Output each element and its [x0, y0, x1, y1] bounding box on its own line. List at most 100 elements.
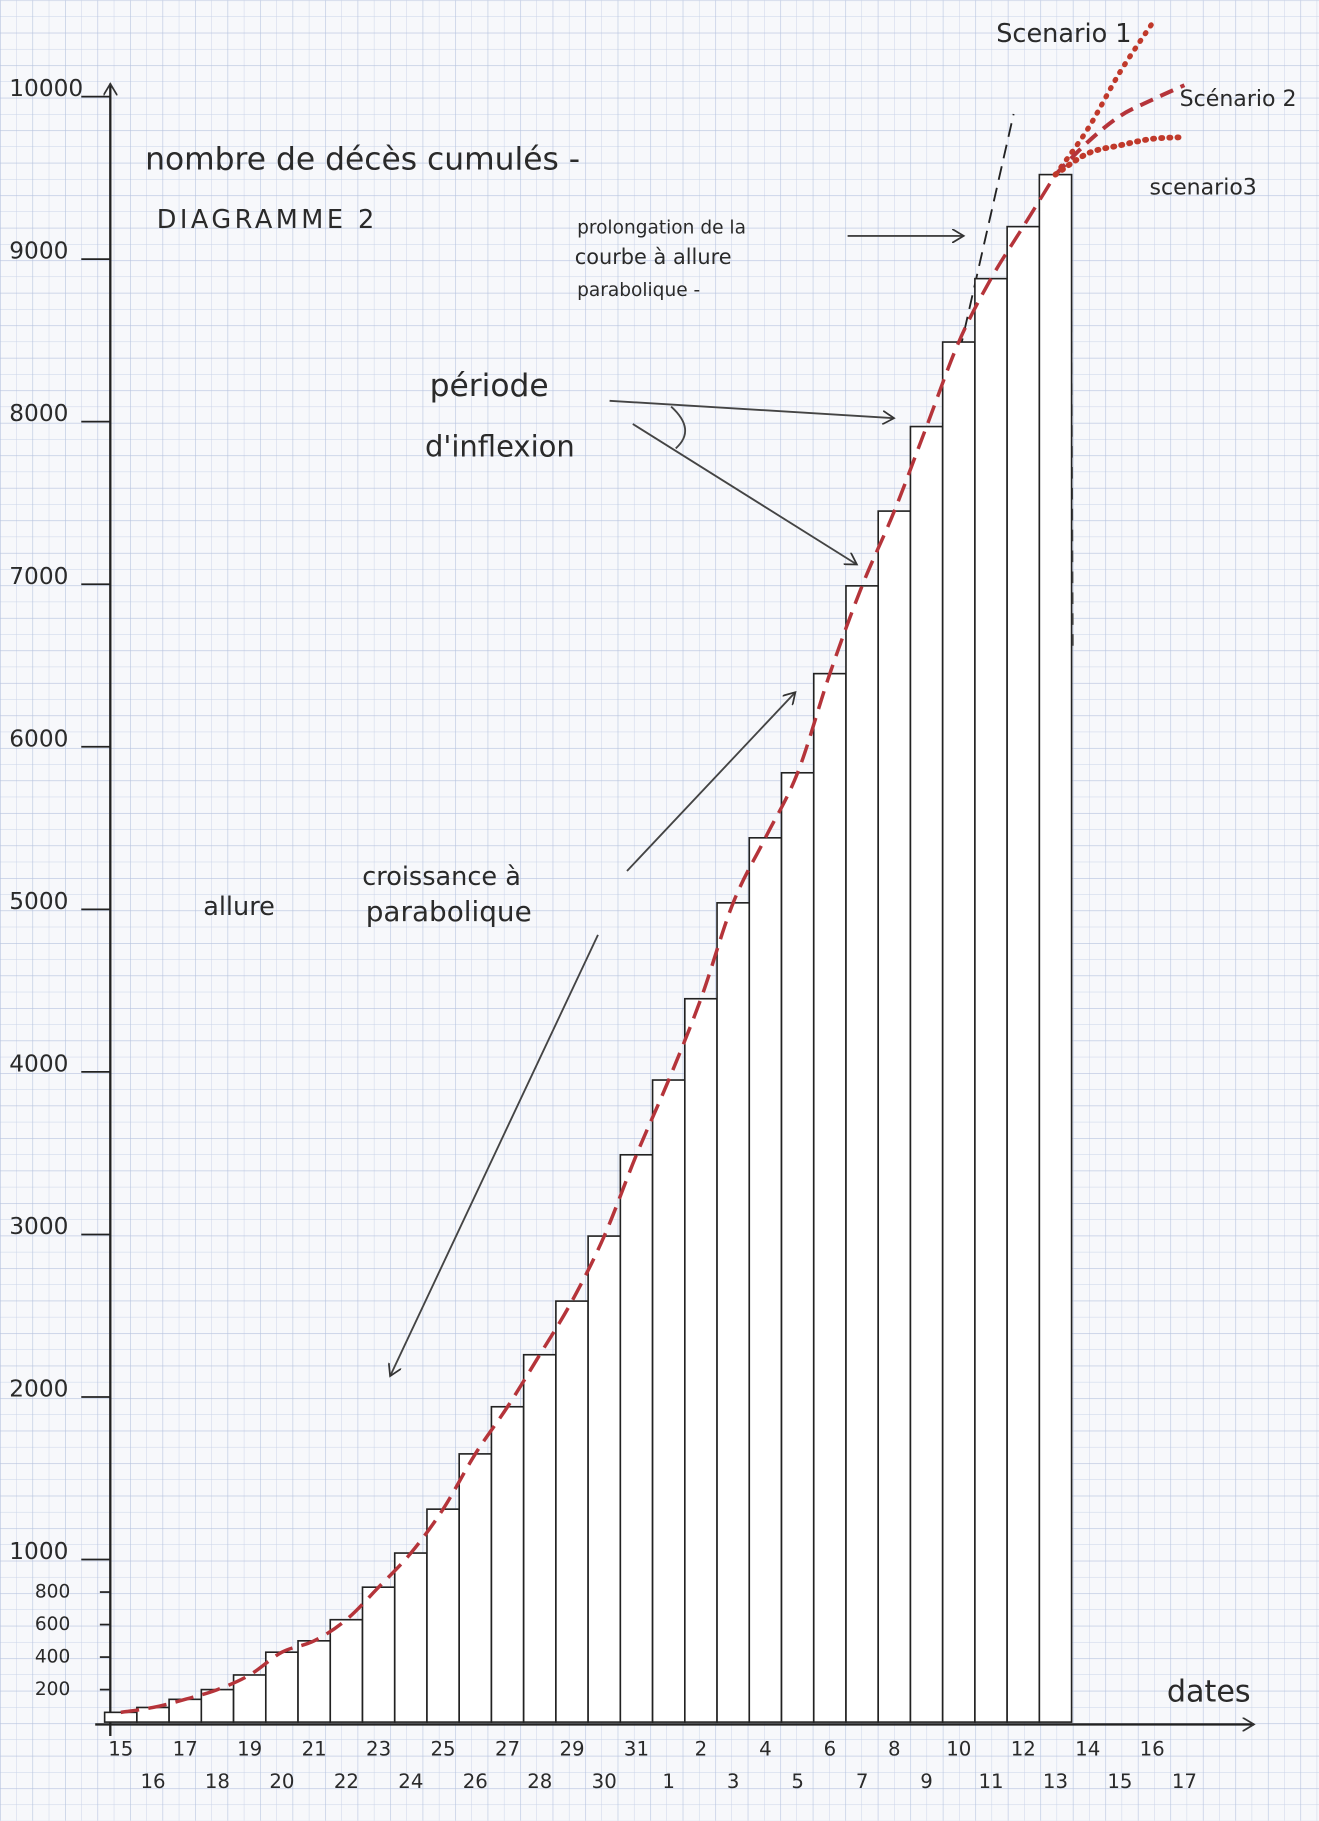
x-tick-label: 20: [269, 1770, 294, 1793]
x-tick-label: 9: [920, 1770, 933, 1793]
x-tick-label: 12: [1011, 1737, 1036, 1760]
arrow: [609, 399, 894, 418]
y-tick-label: 200: [35, 1679, 70, 1700]
y-tick-label: 5000: [9, 888, 68, 915]
y-tick-label: 7000: [9, 563, 68, 590]
bar: [555, 1300, 589, 1723]
x-tick-label: 25: [431, 1737, 456, 1760]
chart-subtitle: DIAGRAMME 2: [157, 205, 378, 235]
legend-label: scenario3: [1149, 175, 1256, 200]
x-tick-label: 14: [1075, 1737, 1100, 1760]
bar: [264, 1651, 299, 1723]
x-tick-label: 15: [108, 1737, 133, 1760]
x-tick-label: 29: [559, 1737, 584, 1760]
annotation: croissance à: [362, 862, 521, 892]
x-tick-label: 27: [495, 1737, 520, 1760]
bar: [974, 277, 1008, 1723]
bar: [1038, 173, 1073, 1723]
y-tick-label: 9000: [9, 238, 68, 265]
annotation: période: [430, 368, 549, 404]
x-tick-label: 23: [366, 1737, 391, 1760]
y-tick-label: 400: [35, 1647, 70, 1668]
x-tick-label: 5: [791, 1770, 804, 1793]
annotation: prolongation de la: [577, 217, 746, 238]
bar: [619, 1153, 654, 1723]
bar: [522, 1353, 557, 1723]
x-tick-label: 4: [759, 1737, 772, 1760]
x-tick-label: 22: [334, 1770, 359, 1793]
legend-label: Scénario 2: [1180, 87, 1297, 112]
x-tick-label: 16: [140, 1770, 165, 1793]
bar: [780, 771, 815, 1723]
annotation: courbe à allure: [575, 245, 732, 269]
bar: [361, 1586, 396, 1723]
bar: [845, 585, 880, 1723]
bar: [393, 1552, 428, 1723]
x-tick-label: 18: [205, 1770, 230, 1793]
annotation: d'inflexion: [425, 429, 575, 463]
legend-label: Scenario 1: [996, 19, 1131, 49]
bar: [329, 1618, 364, 1723]
y-tick-label: 4000: [9, 1050, 68, 1077]
bar: [426, 1508, 461, 1723]
bar: [297, 1640, 332, 1723]
arrow: [632, 423, 857, 564]
bar: [909, 425, 944, 1723]
x-tick-label: 28: [527, 1770, 552, 1793]
x-axis-label: dates: [1167, 1675, 1251, 1710]
bar: [812, 672, 847, 1723]
bar: [458, 1453, 493, 1723]
x-tick-label: 10: [946, 1737, 971, 1760]
x-tick-label: 24: [398, 1770, 423, 1793]
x-tick-label: 1: [662, 1770, 675, 1793]
x-tick-label: 6: [824, 1737, 837, 1760]
arrow: [626, 692, 795, 872]
trend-line: [120, 173, 1057, 1715]
x-tick-label: 26: [463, 1770, 488, 1793]
x-tick-label: 15: [1107, 1770, 1132, 1793]
scenario-line: [1052, 134, 1188, 178]
annotation: parabolique: [366, 895, 532, 928]
chart-title: nombre de décès cumulés -: [145, 141, 580, 177]
bar: [103, 1711, 138, 1723]
x-tick-label: 30: [592, 1770, 617, 1793]
bar: [941, 341, 976, 1723]
x-tick-label: 16: [1140, 1737, 1165, 1760]
x-tick-label: 17: [1172, 1770, 1197, 1793]
bar: [490, 1405, 525, 1723]
x-tick-label: 8: [888, 1737, 901, 1760]
x-tick-label: 17: [173, 1737, 198, 1760]
y-tick-label: 800: [35, 1582, 70, 1603]
y-tick-label: 1000: [9, 1538, 68, 1565]
bar: [683, 997, 718, 1723]
bar: [651, 1079, 686, 1723]
bar: [1006, 225, 1041, 1723]
x-tick-label: 13: [1043, 1770, 1068, 1793]
bar: [136, 1706, 170, 1723]
y-tick-label: 3000: [9, 1213, 68, 1240]
y-tick-label: 600: [35, 1614, 70, 1635]
bar: [587, 1235, 622, 1723]
bar: [168, 1698, 203, 1723]
scenario-line: [1054, 83, 1186, 177]
annotation: parabolique -: [577, 280, 700, 301]
x-tick-label: 2: [695, 1737, 708, 1760]
x-tick-label: 19: [237, 1737, 262, 1760]
x-tick-label: 7: [856, 1770, 869, 1793]
annotation: allure: [203, 892, 275, 922]
angle-arc: [670, 405, 686, 450]
x-tick-label: 11: [978, 1770, 1003, 1793]
arrow: [390, 934, 599, 1376]
y-tick-label: 10000: [9, 75, 83, 102]
bar: [716, 902, 751, 1723]
x-tick-label: 31: [624, 1737, 649, 1760]
y-tick-label: 2000: [9, 1376, 68, 1403]
bar: [232, 1674, 267, 1723]
bar: [877, 510, 912, 1723]
x-tick-label: 3: [727, 1770, 740, 1793]
bar: [748, 837, 783, 1723]
x-tick-label: 21: [302, 1737, 327, 1760]
y-tick-label: 8000: [9, 400, 68, 427]
